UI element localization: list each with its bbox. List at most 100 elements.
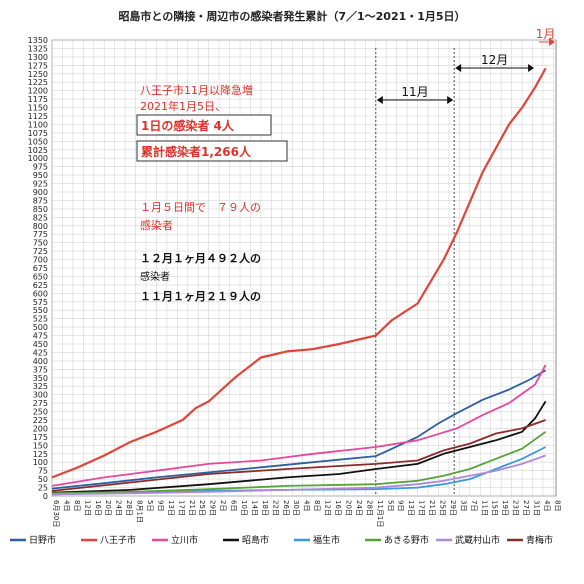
legend-label: あきる野市 — [384, 534, 429, 546]
x-tick-label: 10日 — [240, 500, 248, 516]
legend-label: 昭島市 — [242, 534, 269, 546]
month-label: 1月 — [536, 27, 556, 41]
x-tick-label: 17日 — [418, 500, 426, 516]
y-tick-label: 875 — [33, 196, 48, 205]
annotation-jan-cases-2: 感染者 — [140, 218, 173, 232]
x-tick-label: 27日 — [522, 500, 530, 516]
x-tick-label: 28日 — [365, 500, 373, 516]
x-tick-label: 18日 — [261, 500, 269, 516]
x-tick-label: 21日 — [188, 500, 196, 516]
x-tick-label: 16日 — [94, 500, 102, 516]
y-tick-label: 475 — [33, 332, 48, 341]
y-tick-label: 625 — [33, 281, 48, 290]
x-tick-label: 20日 — [344, 500, 352, 516]
x-tick-label: 14日 — [250, 500, 258, 516]
x-tick-label: 3日 — [459, 500, 467, 511]
y-tick-label: 150 — [33, 441, 48, 450]
y-axis: 0255075100125150175200225250275300325350… — [28, 36, 48, 501]
y-tick-label: 1150 — [28, 104, 48, 113]
x-tick-label: 11月1日 — [376, 500, 384, 527]
y-tick-label: 800 — [33, 222, 48, 231]
x-tick-label: 28日 — [125, 500, 133, 516]
x-tick-label: 7日 — [470, 500, 478, 511]
x-tick-label: 23日 — [512, 500, 520, 516]
y-tick-label: 1300 — [28, 53, 48, 62]
annotation-total-cases: 累計感染者1,266人 — [141, 144, 252, 159]
y-tick-label: 650 — [33, 272, 48, 281]
annotation-nov-cases: １１月１ヶ月２１９人の — [140, 289, 261, 303]
series-line-立川市 — [51, 364, 547, 487]
annotation-jan-cases: １月５日間で ７９人の — [140, 201, 261, 214]
x-tick-label: 6日 — [230, 500, 238, 511]
arrow-head — [447, 96, 454, 104]
x-tick-label: 21日 — [428, 500, 436, 516]
y-tick-label: 850 — [33, 205, 48, 214]
x-tick-label: 4日 — [543, 500, 551, 511]
x-tick-label: 31日 — [532, 500, 540, 516]
y-tick-label: 75 — [38, 467, 48, 476]
annotation-dec-cases-2: 感染者 — [140, 270, 170, 283]
x-tick-label: 11日 — [480, 500, 488, 516]
x-tick-label: 24日 — [355, 500, 363, 516]
x-tick-label: 16日 — [334, 500, 342, 516]
x-tick-label: 6月30日 — [52, 500, 60, 527]
y-tick-label: 425 — [33, 348, 48, 357]
y-tick-label: 775 — [33, 230, 48, 239]
y-tick-label: 575 — [33, 298, 48, 307]
month-markers: 11月 12月 1月 — [375, 27, 556, 496]
y-tick-label: 825 — [33, 213, 48, 222]
x-tick-label: 30日 — [292, 500, 300, 516]
legend: 日野市 八王子市 立川市 昭島市 福生市 あきる野市 武蔵村山市 青梅市 — [10, 534, 553, 546]
series-line-日野市 — [51, 369, 547, 490]
legend-label: 福生市 — [313, 534, 340, 546]
month-label: 11月 — [401, 85, 428, 99]
legend-label: 八王子市 — [100, 534, 136, 546]
series-line-武蔵村山市 — [51, 454, 546, 496]
y-tick-label: 1000 — [28, 154, 48, 163]
y-tick-label: 25 — [38, 484, 48, 493]
y-tick-label: 375 — [33, 365, 48, 374]
y-tick-label: 900 — [33, 188, 48, 197]
y-tick-label: 300 — [33, 391, 48, 400]
x-tick-label: 17日 — [177, 500, 185, 516]
x-tick-label: 26日 — [282, 500, 290, 516]
arrow-head — [376, 96, 383, 104]
month-label: 12月 — [481, 53, 508, 67]
annotation-hachioji-increase: 八王子市11月以降急増 — [140, 83, 253, 97]
y-tick-label: 1100 — [28, 120, 48, 129]
series-lines — [51, 67, 547, 496]
y-tick-label: 1225 — [28, 78, 48, 87]
x-axis: 6月30日 4日 8日 12日 16日 20日 24日 28日 8月1日 5日 9日 13日 17日 21… — [52, 500, 561, 527]
x-tick-label: 9日 — [156, 500, 164, 511]
arrow-head — [455, 64, 462, 72]
x-tick-label: 13日 — [167, 500, 175, 516]
x-tick-label: 8日 — [313, 500, 321, 511]
y-tick-label: 975 — [33, 163, 48, 172]
y-tick-label: 1050 — [28, 137, 48, 146]
annotation-box-daily — [136, 114, 272, 136]
y-tick-label: 200 — [33, 424, 48, 433]
series-line-昭島市 — [51, 400, 547, 494]
x-tick-label: 15日 — [491, 500, 499, 516]
x-tick-label: 12日 — [83, 500, 91, 516]
y-tick-label: 675 — [33, 264, 48, 273]
y-tick-label: 1125 — [28, 112, 48, 121]
y-tick-label: 225 — [33, 416, 48, 425]
y-tick-label: 275 — [33, 399, 48, 408]
annotations: 八王子市11月以降急増 2021年1月5日、 1日の感染者 4人 累計感染者1,… — [136, 83, 288, 303]
y-tick-label: 1025 — [28, 146, 48, 155]
legend-label: 青梅市 — [526, 534, 553, 546]
x-tick-label: 25日 — [198, 500, 206, 516]
y-tick-label: 125 — [33, 450, 48, 459]
x-tick-label: 8日 — [73, 500, 81, 511]
x-tick-label: 29日 — [209, 500, 217, 516]
y-tick-label: 175 — [33, 433, 48, 442]
x-tick-label: 4日 — [303, 500, 311, 511]
y-tick-label: 525 — [33, 315, 48, 324]
series-line-青梅市 — [51, 419, 546, 492]
annotation-box-total — [136, 140, 288, 162]
x-tick-label: 5日 — [146, 500, 154, 511]
x-tick-label: 4日 — [62, 500, 70, 511]
legend-label: 日野市 — [29, 534, 56, 546]
